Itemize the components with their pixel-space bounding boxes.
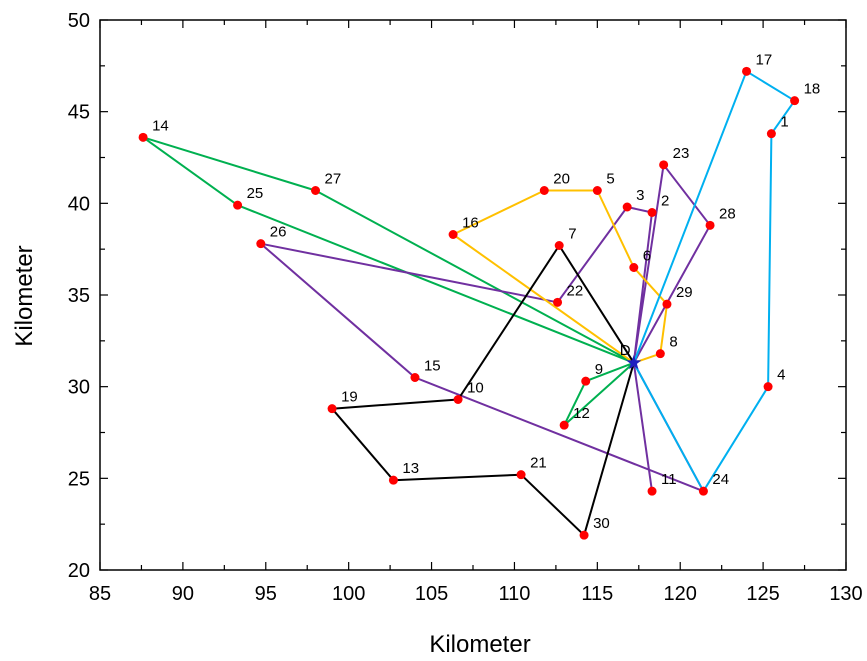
x-tick-label: 90 xyxy=(172,583,194,605)
route-line-2 xyxy=(259,163,712,493)
point-7 xyxy=(554,241,564,250)
point-label-24: 24 xyxy=(712,471,729,488)
point-label-5: 5 xyxy=(606,171,614,188)
point-16 xyxy=(448,230,458,239)
point-label-16: 16 xyxy=(462,215,479,232)
point-14 xyxy=(138,132,148,142)
x-tick-label: 130 xyxy=(829,583,862,605)
point-label-23: 23 xyxy=(673,145,690,162)
point-24 xyxy=(698,486,708,496)
x-tick-label: 125 xyxy=(746,583,779,605)
point-18 xyxy=(790,96,800,106)
point-label-30: 30 xyxy=(593,515,610,532)
point-27 xyxy=(311,186,321,195)
point-6 xyxy=(629,263,639,272)
depot-label: D xyxy=(620,342,631,359)
x-tick-label: 120 xyxy=(664,583,697,605)
point-11 xyxy=(647,486,657,496)
points-layer: 1234567891011121314151617181920212223242… xyxy=(138,51,821,540)
point-label-18: 18 xyxy=(804,81,821,98)
point-label-22: 22 xyxy=(567,282,584,299)
point-29 xyxy=(662,299,672,309)
point-5 xyxy=(592,186,602,195)
point-label-8: 8 xyxy=(669,334,677,351)
y-tick-label: 40 xyxy=(68,193,90,215)
point-label-11: 11 xyxy=(661,471,677,488)
point-label-15: 15 xyxy=(424,358,441,375)
point-23 xyxy=(659,160,669,170)
point-label-1: 1 xyxy=(780,114,788,131)
point-label-19: 19 xyxy=(341,389,358,406)
point-4 xyxy=(763,382,773,392)
point-label-27: 27 xyxy=(325,171,342,188)
point-13 xyxy=(388,475,398,485)
x-tick-label: 105 xyxy=(415,583,448,605)
x-axis-title: Kilometer xyxy=(429,631,530,658)
point-label-6: 6 xyxy=(643,248,651,265)
y-axis-title: Kilometer xyxy=(11,245,38,346)
point-label-20: 20 xyxy=(553,171,570,188)
point-label-28: 28 xyxy=(719,205,736,222)
point-15 xyxy=(410,373,420,382)
point-label-14: 14 xyxy=(152,117,169,134)
point-label-25: 25 xyxy=(247,185,264,202)
point-label-17: 17 xyxy=(756,51,773,68)
y-tick-label: 50 xyxy=(68,10,90,32)
depot-star-icon xyxy=(626,354,642,370)
axis-ticks: 85 90 95 100 105 110 115 120 125 1302025303540455… xyxy=(68,10,863,605)
point-22 xyxy=(553,297,563,307)
point-21 xyxy=(516,470,526,480)
point-10 xyxy=(453,395,463,404)
point-label-26: 26 xyxy=(270,224,287,241)
point-8 xyxy=(655,349,665,359)
x-tick-label: 110 xyxy=(498,583,530,605)
point-19 xyxy=(327,404,337,414)
point-26 xyxy=(256,239,266,249)
point-label-3: 3 xyxy=(636,187,644,204)
point-label-21: 21 xyxy=(530,455,547,472)
route-line-3 xyxy=(452,189,668,364)
x-tick-label: 85 xyxy=(89,583,111,605)
y-tick-label: 20 xyxy=(68,560,90,582)
point-25 xyxy=(233,200,243,210)
point-3 xyxy=(622,202,632,212)
point-label-10: 10 xyxy=(467,380,484,397)
point-label-2: 2 xyxy=(661,193,669,210)
point-12 xyxy=(559,420,569,430)
point-label-13: 13 xyxy=(402,460,419,477)
y-tick-label: 30 xyxy=(68,377,90,399)
x-tick-label: 115 xyxy=(581,583,613,605)
routes-layer xyxy=(142,70,796,537)
point-30 xyxy=(579,530,589,540)
point-17 xyxy=(742,66,752,76)
point-2 xyxy=(647,208,657,217)
point-label-4: 4 xyxy=(777,367,785,384)
point-label-29: 29 xyxy=(676,284,693,301)
point-label-9: 9 xyxy=(595,361,603,378)
x-tick-label: 95 xyxy=(255,583,277,605)
y-tick-label: 25 xyxy=(68,468,90,490)
point-label-7: 7 xyxy=(568,226,576,243)
point-28 xyxy=(705,220,715,230)
point-label-12: 12 xyxy=(573,405,590,422)
point-9 xyxy=(581,376,591,386)
route-line-1 xyxy=(142,136,635,427)
point-1 xyxy=(766,129,776,139)
y-tick-label: 45 xyxy=(68,102,90,124)
y-tick-label: 35 xyxy=(68,285,90,307)
point-20 xyxy=(539,186,549,195)
x-tick-label: 100 xyxy=(332,583,365,605)
route-line-4 xyxy=(331,244,635,537)
